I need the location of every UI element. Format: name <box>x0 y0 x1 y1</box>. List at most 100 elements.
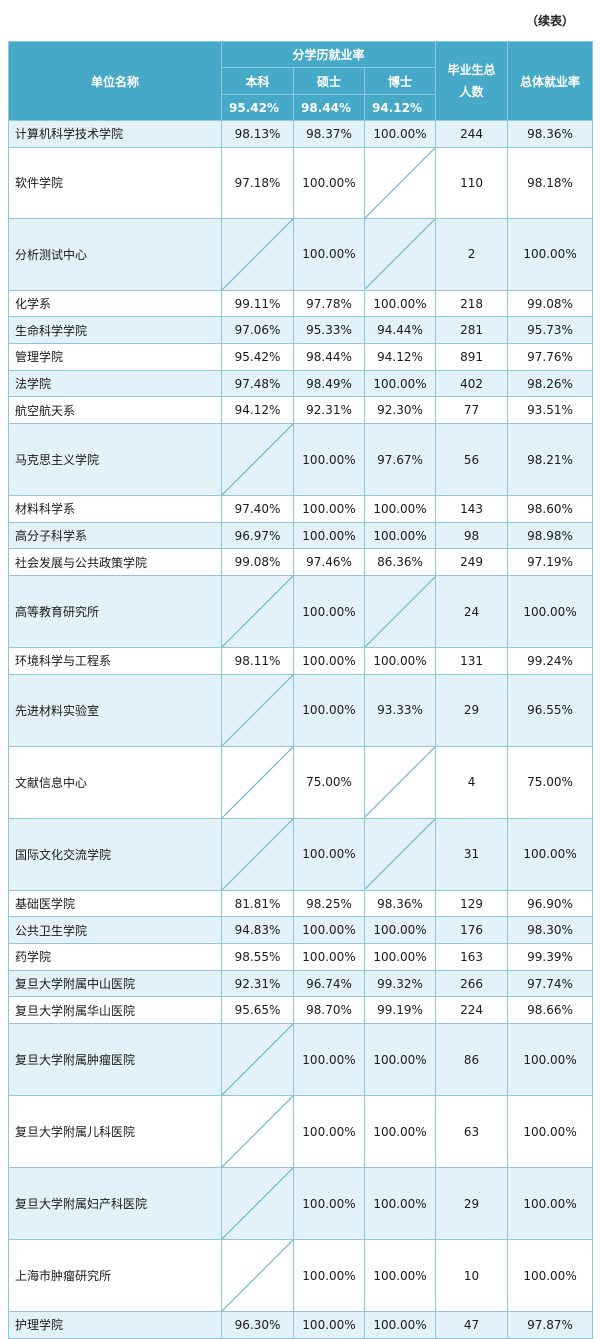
bachelor-cell: 97.40% <box>221 495 294 523</box>
table-row: 计算机科学技术学院 98.13% 98.37% 100.00% 244 98.36% <box>8 120 594 148</box>
diagonal-slash-icon <box>222 424 293 495</box>
diagonal-slash-icon <box>222 1168 293 1239</box>
master-cell: 100.00% <box>293 495 365 523</box>
master-cell: 100.00% <box>293 1023 365 1097</box>
master-cell: 97.78% <box>293 289 365 318</box>
doctor-cell: 100.00% <box>363 120 437 148</box>
overall-cell: 98.98% <box>507 521 594 550</box>
unit-name-cell: 复旦大学附属儿科医院 <box>8 1095 222 1169</box>
diagonal-slash-icon <box>222 747 293 818</box>
total-cell: 176 <box>435 916 509 945</box>
unit-name-cell: 复旦大学附属肿瘤医院 <box>8 1023 222 1097</box>
overall-cell: 100.00% <box>507 217 594 291</box>
bachelor-empty-cell <box>221 745 294 819</box>
bachelor-empty-cell <box>221 1239 294 1313</box>
overall-cell: 96.55% <box>507 673 594 747</box>
master-cell: 100.00% <box>293 423 365 497</box>
overall-cell: 93.51% <box>507 396 594 425</box>
master-cell: 98.25% <box>293 889 365 918</box>
total-cell: 266 <box>435 969 509 998</box>
table-row: 药学院 98.55% 100.00% 100.00% 163 99.39% <box>8 943 594 971</box>
unit-name-cell: 复旦大学附属妇产科医院 <box>8 1167 222 1241</box>
table-row: 环境科学与工程系 98.11% 100.00% 100.00% 131 99.24% <box>8 647 594 675</box>
doctor-cell: 92.30% <box>363 396 437 425</box>
total-cell: 63 <box>435 1095 509 1169</box>
bachelor-cell: 92.31% <box>221 969 294 998</box>
total-cell: 2 <box>435 217 509 291</box>
header-unit-name: 单位名称 <box>8 41 222 121</box>
header-bachelor: 本科 <box>221 67 294 95</box>
master-cell: 98.44% <box>293 343 365 371</box>
master-cell: 75.00% <box>293 745 365 819</box>
bachelor-cell: 97.18% <box>221 146 294 219</box>
diagonal-slash-icon <box>222 819 293 890</box>
table-row: 国际文化交流学院 100.00% 31 100.00% <box>8 817 594 891</box>
total-cell: 4 <box>435 745 509 819</box>
table-row: 文献信息中心 75.00% 4 75.00% <box>8 745 594 819</box>
master-cell: 100.00% <box>293 817 365 891</box>
table-row: 护理学院 96.30% 100.00% 100.00% 47 97.87% <box>8 1311 594 1339</box>
master-cell: 95.33% <box>293 316 365 345</box>
total-cell: 244 <box>435 120 509 148</box>
diagonal-slash-icon <box>365 819 435 889</box>
bachelor-cell: 95.42% <box>221 343 294 371</box>
bachelor-cell: 97.48% <box>221 369 294 398</box>
overall-cell: 100.00% <box>507 1095 594 1169</box>
table-row: 复旦大学附属妇产科医院 100.00% 100.00% 29 100.00% <box>8 1167 594 1241</box>
bachelor-cell: 96.30% <box>221 1311 294 1339</box>
bachelor-cell: 99.11% <box>221 289 294 318</box>
total-cell: 281 <box>435 316 509 345</box>
bachelor-cell: 97.06% <box>221 316 294 345</box>
doctor-empty-cell <box>363 146 437 219</box>
overall-cell: 98.36% <box>507 120 594 148</box>
master-cell: 100.00% <box>293 1239 365 1313</box>
diagonal-slash-icon <box>222 576 293 647</box>
table-row: 生命科学学院 97.06% 95.33% 94.44% 281 95.73% <box>8 316 594 345</box>
diagonal-slash-icon <box>222 675 293 746</box>
unit-name-cell: 分析测试中心 <box>8 217 222 291</box>
total-cell: 98 <box>435 521 509 550</box>
diagonal-slash-icon <box>222 1024 293 1095</box>
unit-name-cell: 国际文化交流学院 <box>8 817 222 891</box>
unit-name-cell: 基础医学院 <box>8 889 222 918</box>
doctor-cell: 94.12% <box>363 343 437 371</box>
unit-name-cell: 化学系 <box>8 289 222 318</box>
table-row: 法学院 97.48% 98.49% 100.00% 402 98.26% <box>8 369 594 398</box>
overall-cell: 97.19% <box>507 548 594 577</box>
overall-cell: 98.26% <box>507 369 594 398</box>
overall-cell: 75.00% <box>507 745 594 819</box>
unit-name-cell: 材料科学系 <box>8 495 222 523</box>
master-cell: 98.37% <box>293 120 365 148</box>
table-row: 马克思主义学院 100.00% 97.67% 56 98.21% <box>8 423 594 497</box>
unit-name-cell: 航空航天系 <box>8 396 222 425</box>
unit-name-cell: 法学院 <box>8 369 222 398</box>
header-bachelor-avg: 95.42% <box>221 94 294 121</box>
table-row: 公共卫生学院 94.83% 100.00% 100.00% 176 98.30% <box>8 916 594 945</box>
doctor-cell: 100.00% <box>363 1167 437 1241</box>
bachelor-empty-cell <box>221 217 294 291</box>
unit-name-cell: 生命科学学院 <box>8 316 222 345</box>
bachelor-cell: 95.65% <box>221 996 294 1025</box>
bachelor-empty-cell <box>221 1095 294 1169</box>
doctor-cell: 100.00% <box>363 369 437 398</box>
overall-cell: 98.60% <box>507 495 594 523</box>
overall-cell: 96.90% <box>507 889 594 918</box>
total-cell: 29 <box>435 1167 509 1241</box>
doctor-cell: 98.36% <box>363 889 437 918</box>
header-doctor-avg: 94.12% <box>363 94 437 121</box>
bachelor-cell: 98.55% <box>221 943 294 971</box>
doctor-empty-cell <box>363 817 437 891</box>
diagonal-slash-icon <box>222 1096 293 1167</box>
overall-cell: 97.74% <box>507 969 594 998</box>
overall-cell: 100.00% <box>507 1167 594 1241</box>
doctor-cell: 99.19% <box>363 996 437 1025</box>
bachelor-empty-cell <box>221 817 294 891</box>
overall-cell: 98.30% <box>507 916 594 945</box>
bachelor-cell: 96.97% <box>221 521 294 550</box>
bachelor-cell: 99.08% <box>221 548 294 577</box>
master-cell: 100.00% <box>293 521 365 550</box>
diagonal-slash-icon <box>365 577 435 647</box>
doctor-cell: 100.00% <box>363 521 437 550</box>
master-cell: 100.00% <box>293 575 365 649</box>
bachelor-empty-cell <box>221 1167 294 1241</box>
